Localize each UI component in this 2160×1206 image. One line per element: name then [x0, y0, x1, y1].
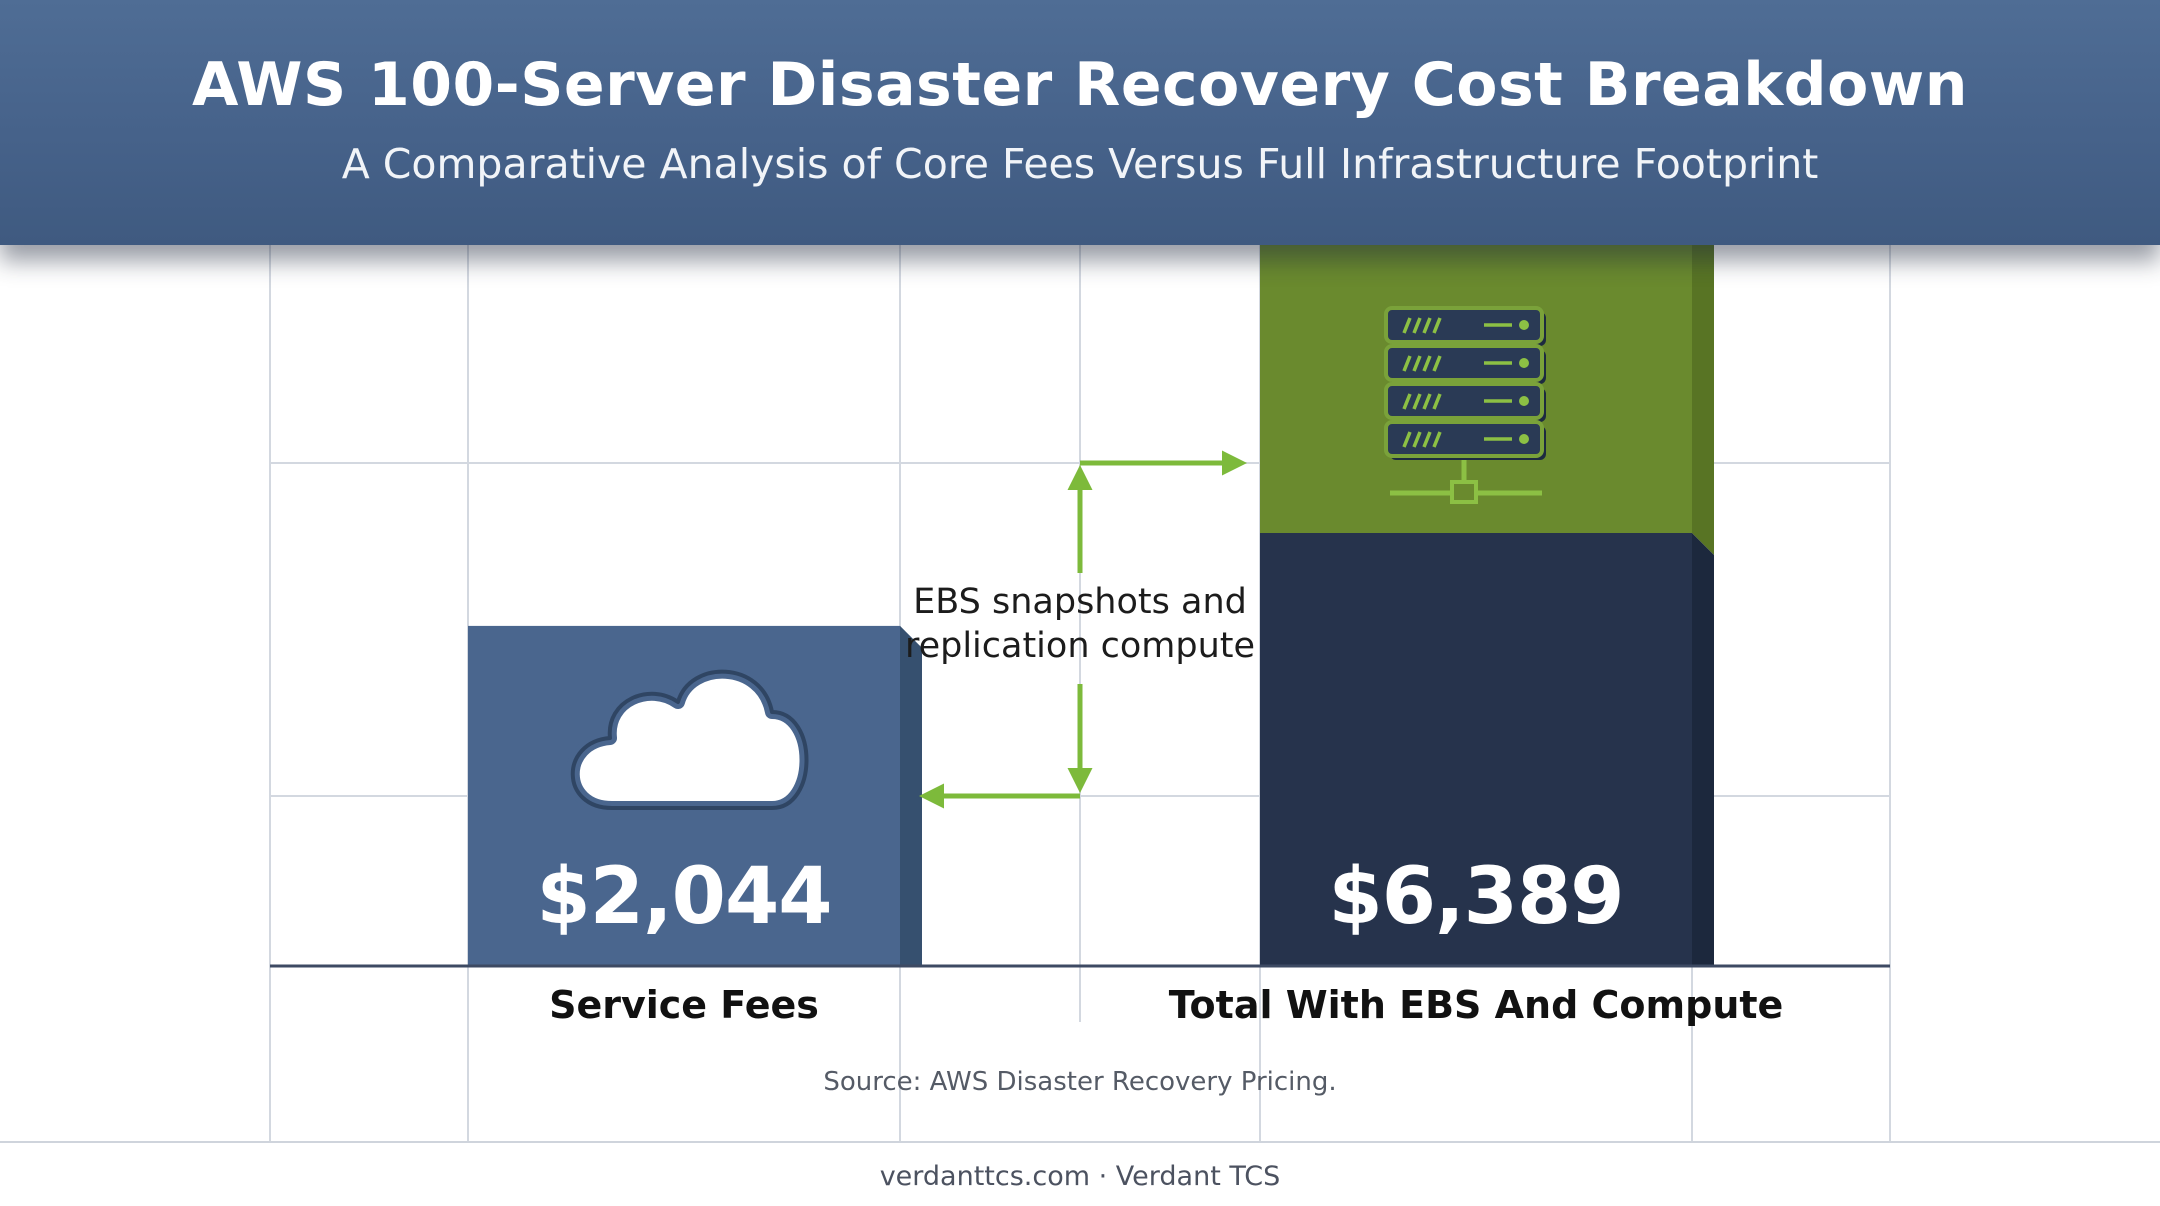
- difference-arrows: [919, 450, 1247, 809]
- server-led: [1519, 396, 1529, 406]
- server-unit: [1384, 382, 1544, 420]
- server-vent: [1432, 431, 1442, 448]
- footer-credit: verdanttcs.com · Verdant TCS: [879, 1161, 1281, 1192]
- header-banner: AWS 100-Server Disaster Recovery Cost Br…: [0, 0, 2160, 245]
- server-unit: [1384, 306, 1544, 344]
- server-network-node: [1450, 480, 1478, 504]
- bar-total-side: [1692, 533, 1714, 966]
- server-unit: [1384, 344, 1544, 382]
- server-vent: [1422, 393, 1432, 410]
- server-led: [1519, 358, 1529, 368]
- cloud-icon: [565, 664, 814, 815]
- chart-title: AWS 100-Server Disaster Recovery Cost Br…: [192, 50, 1968, 120]
- server-vent: [1422, 317, 1432, 334]
- server-led: [1519, 320, 1529, 330]
- server-vent: [1422, 431, 1432, 448]
- server-vent: [1402, 393, 1412, 410]
- bar-total: [1260, 533, 1692, 966]
- server-vent: [1412, 317, 1422, 334]
- chart-subtitle: A Comparative Analysis of Core Fees Vers…: [341, 140, 1819, 188]
- server-vent: [1412, 431, 1422, 448]
- cloud-icon-edge: [570, 669, 809, 810]
- category-label-total: Total With EBS And Compute: [1168, 983, 1784, 1027]
- chart-icons: [565, 306, 1546, 815]
- server-vent: [1432, 393, 1442, 410]
- server-rack-icon: [1384, 306, 1546, 504]
- bar-value-label-service-fees: $2,044: [536, 852, 833, 942]
- server-vent: [1432, 317, 1442, 334]
- server-vent: [1412, 393, 1422, 410]
- server-unit: [1384, 420, 1544, 458]
- server-vent: [1412, 355, 1422, 372]
- server-vent: [1422, 355, 1432, 372]
- server-vent: [1402, 317, 1412, 334]
- server-vent: [1432, 355, 1442, 372]
- bar-value-label-total: $6,389: [1328, 852, 1625, 942]
- difference-annotation: EBS snapshots and replication compute: [904, 582, 1256, 666]
- server-vent: [1402, 355, 1412, 372]
- server-vent: [1402, 431, 1412, 448]
- source-note: Source: AWS Disaster Recovery Pricing.: [823, 1067, 1337, 1097]
- category-label-service-fees: Service Fees: [549, 983, 819, 1027]
- bar-service-fees-side: [900, 625, 922, 966]
- server-led: [1519, 434, 1529, 444]
